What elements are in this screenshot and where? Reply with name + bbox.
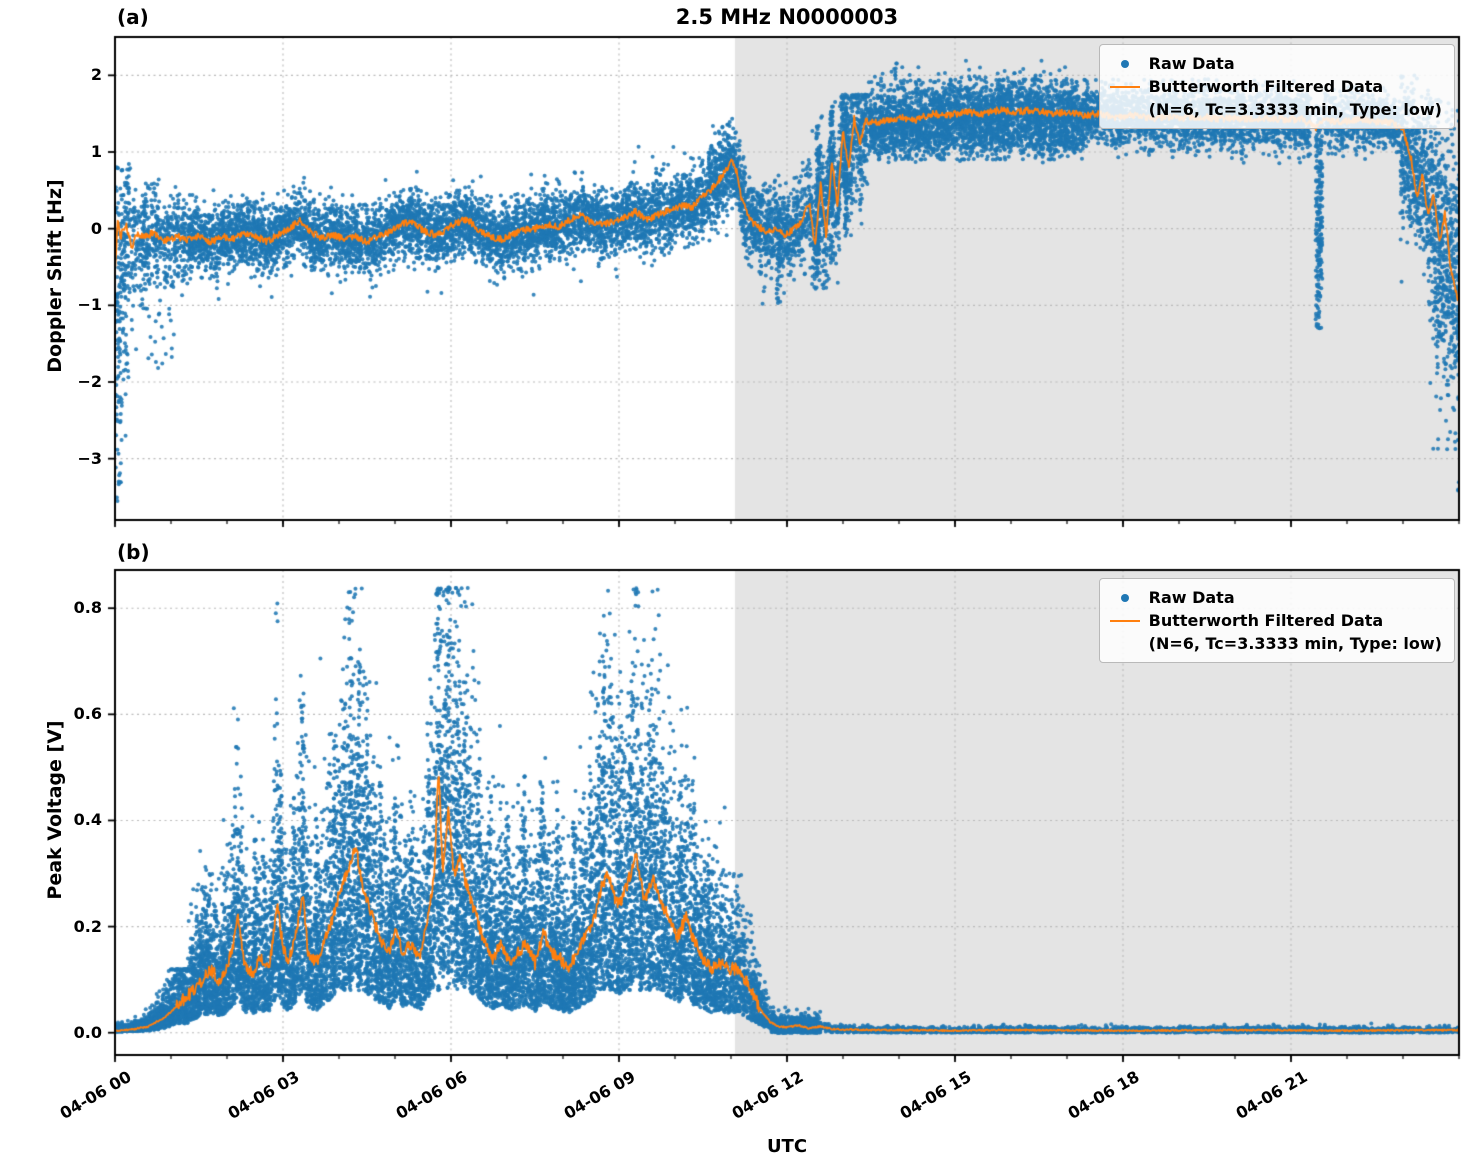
y-tick-label: 0	[90, 218, 102, 238]
legend-entry-raw: Raw Data	[1109, 52, 1442, 75]
legend-raw-label: Raw Data	[1148, 588, 1235, 607]
filtered-line-marker-icon	[1109, 75, 1141, 98]
y-tick-label: −3	[77, 448, 102, 468]
y-tick-label: 1	[90, 142, 102, 161]
filtered-line-marker-icon	[1109, 609, 1141, 632]
legend-spacer	[1109, 632, 1141, 655]
legend-entry-filtered: Butterworth Filtered Data	[1109, 75, 1442, 98]
y-tick-label: 0.4	[73, 810, 102, 830]
legend-filtered-label-line1: Butterworth Filtered Data	[1148, 77, 1384, 96]
y-tick-label: 0.0	[73, 1022, 102, 1042]
legend-raw-label: Raw Data	[1148, 54, 1235, 73]
legend-spacer	[1109, 98, 1141, 121]
y-tick-label: 0.2	[73, 916, 102, 936]
legend-filtered-label-line1: Butterworth Filtered Data	[1148, 611, 1384, 630]
raw-data-marker-icon	[1109, 52, 1141, 75]
y-tick-label: 2	[90, 65, 102, 85]
legend-entry-filtered: Butterworth Filtered Data	[1109, 609, 1442, 632]
legend-entry-filtered-params: (N=6, Tc=3.3333 min, Type: low)	[1109, 632, 1442, 655]
y-tick-label: 0.8	[73, 598, 102, 618]
legend-entry-filtered-params: (N=6, Tc=3.3333 min, Type: low)	[1109, 98, 1442, 121]
legend-filtered-label-line2: (N=6, Tc=3.3333 min, Type: low)	[1148, 634, 1442, 653]
legend-panel-b: Raw Data Butterworth Filtered Data (N=6,…	[1098, 578, 1455, 663]
y-tick-label: −1	[77, 295, 102, 315]
legend-entry-raw: Raw Data	[1109, 586, 1442, 609]
y-tick-label: −2	[77, 372, 102, 391]
legend-filtered-label-line2: (N=6, Tc=3.3333 min, Type: low)	[1148, 100, 1442, 119]
legend-panel-a: Raw Data Butterworth Filtered Data (N=6,…	[1098, 44, 1455, 129]
y-tick-label: 0.6	[73, 704, 102, 724]
raw-data-marker-icon	[1109, 586, 1141, 609]
